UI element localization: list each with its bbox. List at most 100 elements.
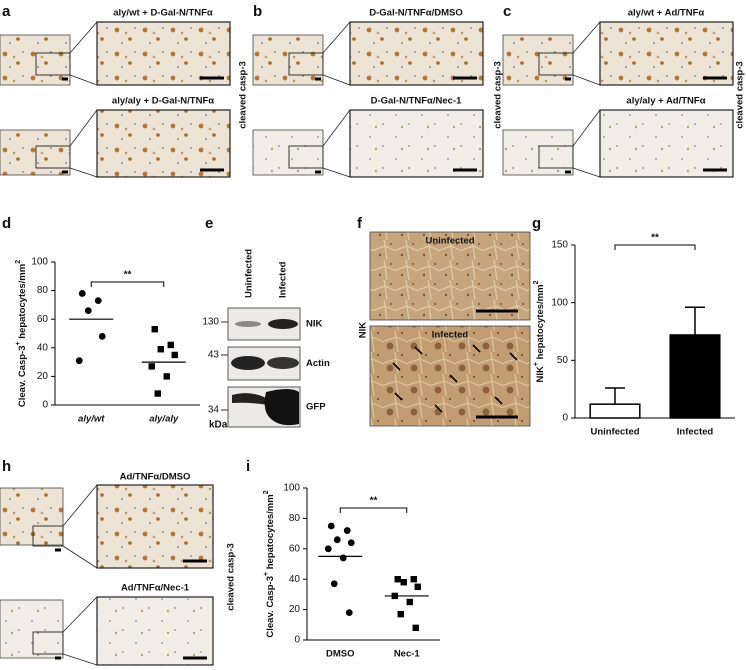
y-axis-label-part: + bbox=[15, 341, 22, 345]
y-axis-label-part: hepatocytes/mm bbox=[17, 264, 28, 342]
blot-band bbox=[267, 357, 299, 369]
y-axis-label-part: 2 bbox=[263, 490, 270, 494]
lane-label: Uninfected bbox=[244, 249, 255, 298]
error-bar bbox=[685, 306, 705, 335]
band-label: NIK bbox=[306, 319, 323, 330]
data-point bbox=[154, 390, 161, 397]
significance-bracket bbox=[339, 507, 408, 513]
data-point bbox=[151, 326, 158, 333]
zoom-line bbox=[69, 167, 98, 178]
y-axis-label-part: hepatocytes/mm bbox=[535, 284, 546, 362]
panel-label: e bbox=[205, 215, 213, 232]
image-caption: Ad/TNFα/Nec-1 bbox=[121, 583, 190, 594]
zoom-frame bbox=[349, 21, 484, 86]
zoom-box bbox=[32, 631, 64, 655]
significance-label: ** bbox=[124, 270, 132, 281]
y-tick-label: 60 bbox=[289, 543, 301, 554]
data-point bbox=[412, 624, 419, 632]
data-point bbox=[157, 346, 164, 353]
data-point bbox=[171, 351, 178, 359]
zoom-box bbox=[288, 52, 324, 76]
image-caption: aly/aly + D-Gal-N/TNFα bbox=[112, 96, 214, 107]
data-point bbox=[414, 583, 421, 590]
y-tick-label: 40 bbox=[37, 342, 49, 353]
x-tick-label: Nec-1 bbox=[394, 649, 421, 660]
arrow bbox=[509, 352, 518, 361]
image-caption: Ad/TNFα/DMSO bbox=[120, 472, 191, 483]
data-point bbox=[78, 290, 86, 297]
image-caption: D-Gal-N/TNFα/Nec-1 bbox=[371, 96, 463, 107]
micrograph bbox=[0, 487, 64, 546]
stain-label: cleaved casp-3 bbox=[226, 543, 237, 611]
data-point bbox=[327, 522, 335, 530]
stain-label: cleaved casp-3 bbox=[238, 61, 249, 129]
y-axis-label-part: Cleav. Casp-3 bbox=[265, 576, 276, 638]
y-axis-label-part: + bbox=[533, 362, 540, 366]
zoom-line bbox=[62, 545, 98, 569]
band-label: GFP bbox=[306, 402, 326, 413]
blot-band bbox=[235, 321, 261, 327]
blot-band bbox=[231, 356, 265, 370]
data-point bbox=[94, 297, 102, 305]
micrograph bbox=[599, 21, 734, 86]
lane-label: Infected bbox=[278, 261, 289, 298]
micrograph bbox=[96, 21, 231, 86]
panel-label: h bbox=[2, 458, 11, 475]
micrograph bbox=[349, 109, 484, 178]
arrow bbox=[449, 374, 458, 383]
zoom-line bbox=[572, 21, 601, 54]
y-axis-label: Cleav. Casp-3+ hepatocytes/mm2 bbox=[263, 490, 275, 637]
zoom-line bbox=[62, 596, 98, 633]
stain-label: cleaved casp-3 bbox=[735, 61, 746, 129]
error-bar bbox=[605, 387, 625, 405]
zoom-line bbox=[322, 109, 351, 147]
significance-bracket bbox=[614, 244, 696, 250]
zoom-line bbox=[572, 109, 601, 147]
x-tick-label: aly/aly bbox=[149, 414, 179, 425]
panel-label: d bbox=[2, 215, 11, 232]
y-axis-label: NIK+ hepatocytes/mm2 bbox=[533, 280, 545, 382]
data-point bbox=[400, 579, 407, 586]
zoom-frame bbox=[599, 21, 734, 86]
y-tick-label: 80 bbox=[37, 285, 49, 296]
micrograph bbox=[96, 484, 214, 569]
micrograph bbox=[502, 129, 574, 176]
data-point bbox=[75, 357, 83, 365]
data-point bbox=[394, 576, 401, 583]
zoom-box bbox=[35, 145, 71, 169]
significance-label: ** bbox=[651, 233, 659, 244]
y-axis-label-part: 2 bbox=[533, 280, 540, 284]
image-caption: Uninfected bbox=[425, 236, 474, 247]
zoom-frame bbox=[599, 109, 734, 178]
micrograph bbox=[96, 109, 231, 178]
mw-unit: kDa bbox=[209, 420, 228, 431]
micrograph bbox=[0, 599, 64, 659]
panel-label: i bbox=[246, 458, 250, 475]
panel-label: a bbox=[2, 3, 11, 20]
panel-label: g bbox=[532, 215, 541, 232]
y-axis-label-part: Cleav. Casp-3 bbox=[17, 346, 28, 408]
micrograph bbox=[0, 34, 71, 86]
micrograph bbox=[252, 129, 324, 176]
zoom-box bbox=[35, 52, 71, 76]
arrow bbox=[394, 392, 403, 401]
y-tick-label: 80 bbox=[289, 513, 301, 524]
mw-marker: 130 bbox=[202, 317, 219, 328]
significance-label: ** bbox=[370, 496, 378, 507]
zoom-line bbox=[322, 21, 351, 54]
data-point bbox=[98, 332, 106, 340]
data-point bbox=[167, 341, 174, 349]
data-point bbox=[330, 580, 338, 588]
image-caption: aly/aly + Ad/TNFα bbox=[626, 96, 705, 107]
mw-marker: 34 bbox=[208, 405, 220, 416]
data-point bbox=[148, 363, 155, 370]
data-point bbox=[163, 373, 170, 380]
stain-label: NIK bbox=[358, 322, 369, 339]
panel-label: b bbox=[253, 3, 262, 20]
micrograph bbox=[96, 596, 214, 666]
blot-band bbox=[232, 393, 268, 405]
arrow bbox=[392, 362, 401, 371]
y-tick-label: 40 bbox=[289, 574, 301, 585]
zoom-frame bbox=[96, 21, 231, 86]
